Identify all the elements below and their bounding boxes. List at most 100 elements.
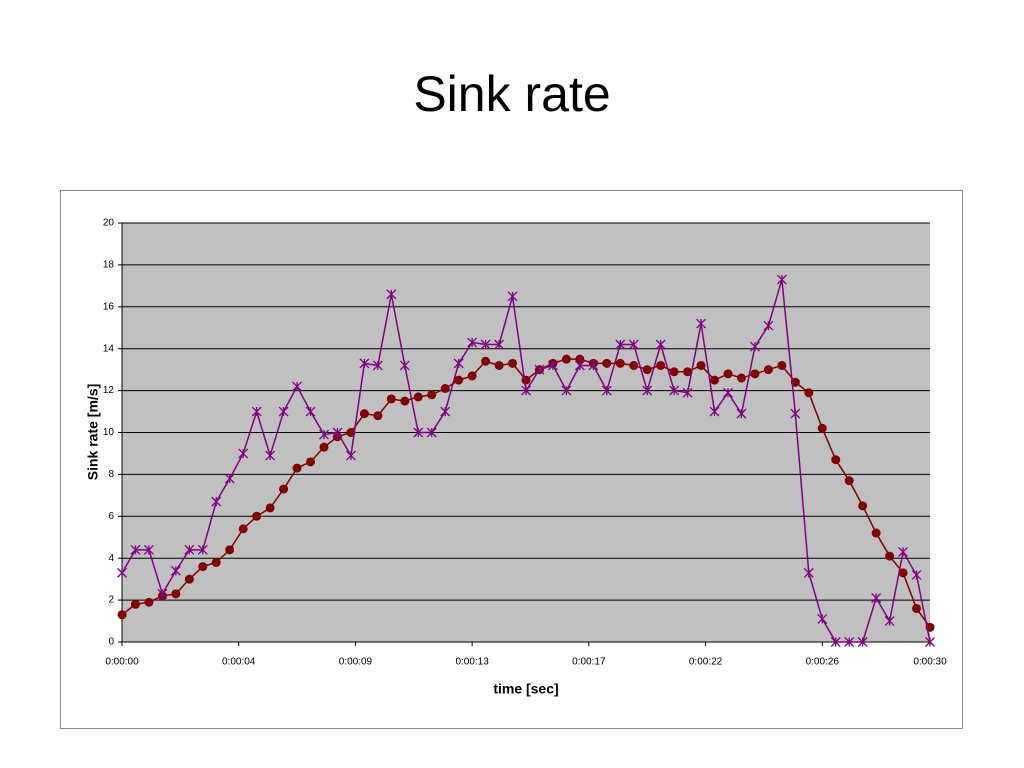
point bbox=[776, 274, 787, 285]
point bbox=[198, 562, 208, 572]
point bbox=[831, 455, 841, 465]
point bbox=[143, 544, 154, 555]
point bbox=[440, 384, 450, 394]
point bbox=[602, 358, 612, 368]
point bbox=[696, 360, 706, 370]
slide-title: Sink rate bbox=[413, 66, 610, 122]
point bbox=[292, 381, 303, 392]
y-tick-label: 4 bbox=[108, 553, 114, 564]
point bbox=[871, 593, 882, 603]
point bbox=[871, 528, 881, 538]
point bbox=[857, 637, 868, 647]
point bbox=[346, 428, 356, 437]
point bbox=[696, 318, 707, 329]
point bbox=[130, 544, 141, 555]
point bbox=[561, 354, 571, 364]
x-tick-label: 0:00:04 bbox=[222, 657, 256, 668]
y-tick-label: 0 bbox=[108, 637, 114, 648]
point bbox=[710, 375, 720, 385]
point bbox=[574, 360, 585, 371]
point bbox=[898, 568, 908, 578]
y-tick-label: 20 bbox=[103, 218, 115, 229]
point bbox=[750, 369, 760, 379]
point bbox=[453, 358, 464, 369]
point bbox=[373, 411, 383, 421]
point bbox=[912, 603, 922, 613]
point bbox=[211, 557, 221, 567]
point bbox=[305, 406, 316, 417]
point bbox=[534, 364, 545, 375]
point bbox=[184, 574, 194, 584]
x-tick-label: 0:00:26 bbox=[806, 657, 840, 668]
point bbox=[211, 496, 222, 507]
point bbox=[197, 544, 208, 555]
point bbox=[763, 320, 774, 331]
y-axis-title: Sink rate [m/s] bbox=[85, 384, 101, 480]
point bbox=[494, 360, 504, 370]
point bbox=[669, 385, 680, 396]
point bbox=[655, 339, 666, 350]
point bbox=[642, 365, 652, 375]
point bbox=[184, 544, 195, 555]
point bbox=[508, 358, 518, 368]
x-tick-label: 0:00:17 bbox=[572, 657, 606, 668]
point bbox=[332, 427, 343, 438]
point bbox=[804, 388, 814, 398]
point bbox=[117, 610, 127, 620]
point bbox=[561, 385, 572, 396]
point bbox=[251, 406, 262, 417]
point bbox=[723, 387, 733, 398]
point bbox=[898, 546, 909, 557]
x-tick-label: 0:00:13 bbox=[455, 657, 489, 668]
y-tick-label: 8 bbox=[108, 469, 114, 480]
point bbox=[426, 427, 437, 438]
point bbox=[306, 457, 316, 467]
point bbox=[683, 367, 693, 377]
point bbox=[777, 360, 787, 370]
point bbox=[400, 396, 410, 406]
point bbox=[817, 423, 827, 433]
point bbox=[386, 394, 396, 404]
point bbox=[642, 385, 653, 396]
point bbox=[547, 360, 558, 371]
point bbox=[763, 365, 773, 375]
point bbox=[319, 429, 329, 440]
point bbox=[885, 551, 895, 561]
point bbox=[480, 339, 491, 350]
point bbox=[723, 369, 733, 379]
x-tick-label: 0:00:09 bbox=[339, 657, 373, 668]
point bbox=[265, 503, 275, 513]
point bbox=[884, 616, 895, 627]
point bbox=[628, 339, 639, 350]
y-tick-label: 14 bbox=[103, 343, 115, 354]
point bbox=[171, 589, 181, 599]
point bbox=[386, 289, 397, 300]
point bbox=[588, 360, 599, 371]
point bbox=[372, 360, 383, 371]
point bbox=[359, 409, 369, 419]
point bbox=[615, 339, 626, 350]
point bbox=[224, 473, 235, 484]
point bbox=[911, 570, 922, 580]
point bbox=[238, 524, 248, 534]
point bbox=[656, 360, 666, 370]
point bbox=[521, 385, 531, 396]
point bbox=[615, 358, 625, 368]
point bbox=[399, 360, 410, 371]
point bbox=[521, 375, 531, 385]
x-tick-label: 0:00:00 bbox=[105, 657, 139, 668]
point bbox=[494, 339, 505, 350]
point bbox=[319, 442, 329, 452]
point bbox=[736, 408, 747, 419]
point bbox=[507, 291, 518, 302]
y-tick-label: 2 bbox=[108, 595, 114, 606]
point bbox=[709, 406, 720, 417]
point bbox=[575, 354, 585, 364]
y-tick-label: 6 bbox=[108, 511, 114, 522]
point bbox=[682, 387, 693, 398]
point bbox=[844, 637, 855, 647]
point bbox=[278, 406, 289, 417]
y-tick-label: 16 bbox=[103, 301, 115, 312]
point bbox=[292, 463, 302, 473]
point bbox=[345, 450, 356, 461]
